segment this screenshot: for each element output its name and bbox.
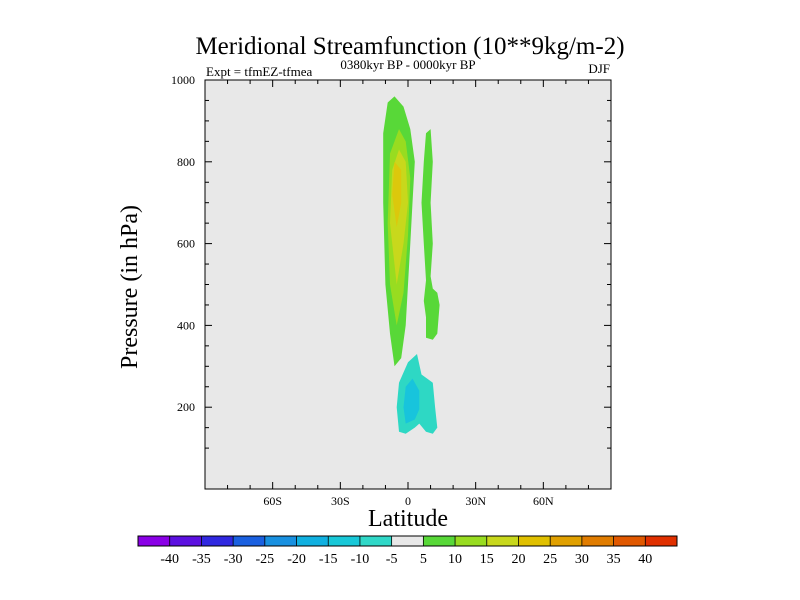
y-tick-label: 200 <box>177 400 195 414</box>
colorbar-label: 25 <box>543 552 557 567</box>
colorbar-label: -35 <box>192 552 211 567</box>
colorbar-label: -25 <box>255 552 274 567</box>
x-axis-title: Latitude <box>368 506 448 532</box>
colorbar-label: -5 <box>386 552 398 567</box>
x-tick-label: 30S <box>331 494 350 508</box>
y-tick-label: 1000 <box>171 73 195 87</box>
colorbar-label: -40 <box>160 552 179 567</box>
colorbar-label: 5 <box>420 552 427 567</box>
y-tick-label: 800 <box>177 155 195 169</box>
contour-layer <box>383 96 440 434</box>
colorbar-swatch <box>486 536 519 546</box>
colorbar-swatch <box>423 536 456 546</box>
colorbar-label: 40 <box>638 552 652 567</box>
colorbar-swatch <box>138 536 171 546</box>
contour-region-5 <box>392 161 402 228</box>
season-label: DJF <box>588 61 610 76</box>
colorbar-swatch <box>645 536 678 546</box>
time-range-label: 0380kyr BP - 0000kyr BP <box>340 57 475 72</box>
colorbar-label: -30 <box>224 552 243 567</box>
colorbar-swatch <box>264 536 297 546</box>
x-tick-label: 30N <box>465 494 486 508</box>
chart-title: Meridional Streamfunction (10**9kg/m-2) <box>195 33 624 60</box>
x-tick-label: 60N <box>533 494 554 508</box>
colorbar-label: 20 <box>511 552 525 567</box>
colorbar-swatch <box>613 536 646 546</box>
colorbar-label: -10 <box>351 552 370 567</box>
y-tick-label: 600 <box>177 237 195 251</box>
x-tick-label: 60S <box>263 494 282 508</box>
y-tick-label: 400 <box>177 318 195 332</box>
colorbar-label: -20 <box>287 552 306 567</box>
colorbar-swatch <box>233 536 266 546</box>
colorbar-swatch <box>169 536 202 546</box>
colorbar-swatch <box>550 536 583 546</box>
colorbar-swatch <box>455 536 488 546</box>
colorbar-label: 30 <box>575 552 589 567</box>
colorbar-swatch <box>296 536 329 546</box>
colorbar-label: 15 <box>480 552 494 567</box>
colorbar-label: -15 <box>319 552 338 567</box>
y-axis-title: Pressure (in hPa) <box>117 205 143 369</box>
colorbar-swatch <box>581 536 614 546</box>
colorbar-swatch <box>201 536 234 546</box>
colorbar-label: 35 <box>607 552 621 567</box>
colorbar-swatch <box>328 536 361 546</box>
experiment-label: Expt = tfmEZ-tfmea <box>206 64 312 79</box>
axis-ticks: 60S 30S 0 30N 60N 200 400 600 800 1000 <box>171 73 612 508</box>
colorbar-swatch <box>359 536 392 546</box>
x-tick-label: 0 <box>405 494 411 508</box>
colorbar-label: 10 <box>448 552 462 567</box>
colorbar: -40 -35 -30 -25 -20 -15 -10 -5 5 10 15 20 25 30 35 40 <box>137 535 678 567</box>
colorbar-swatch <box>391 536 424 546</box>
colorbar-swatch <box>518 536 551 546</box>
contour-region-1 <box>403 378 420 424</box>
colorbar-frame <box>137 535 678 547</box>
contour-region-6 <box>421 129 440 340</box>
